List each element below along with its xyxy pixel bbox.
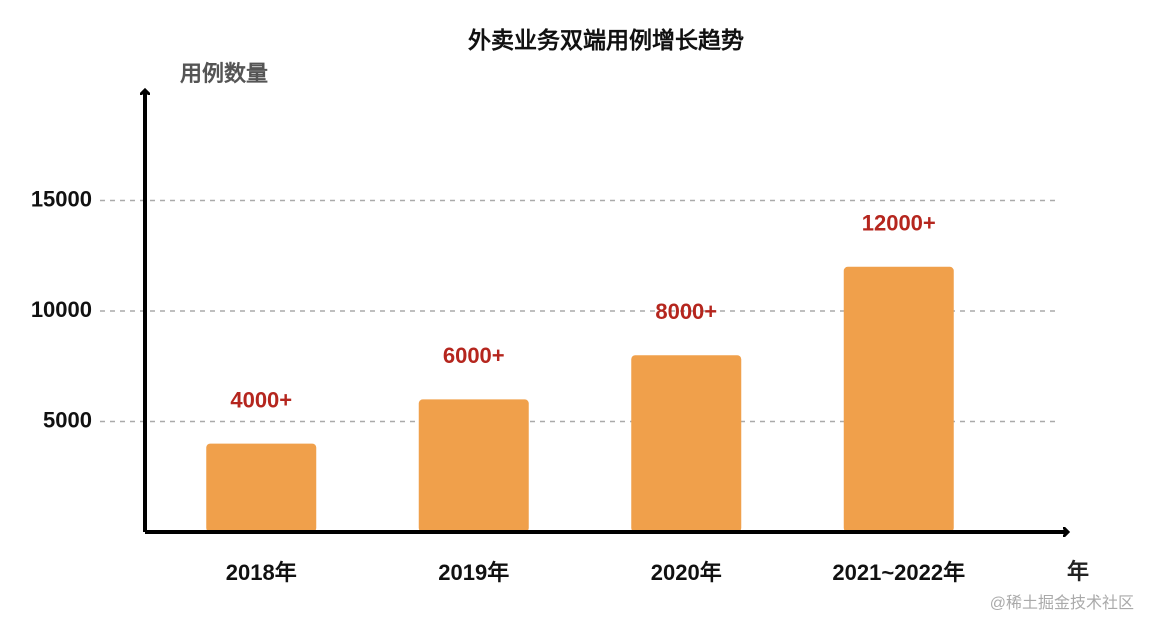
value-label: 4000+ [230,387,292,412]
x-tick-label: 2019年 [438,560,509,585]
value-label: 6000+ [443,343,505,368]
x-tick-label: 2021~2022年 [832,560,965,585]
bar [418,399,529,532]
x-axis-label: 年 [1067,559,1089,584]
bar [843,266,954,532]
watermark: @稀土掘金技术社区 [990,594,1134,612]
x-tick-label: 2018年 [226,560,297,585]
x-tick-label: 2020年 [651,560,722,585]
bar [206,443,317,532]
y-axis-label: 用例数量 [180,61,268,86]
value-label: 12000+ [862,211,936,236]
y-tick-label: 5000 [43,407,92,432]
value-label: 8000+ [655,299,717,324]
y-tick-label: 10000 [31,297,92,322]
bar [631,355,742,532]
y-tick-label: 15000 [31,186,92,211]
chart-title: 外卖业务双端用例增长趋势 [468,27,744,53]
